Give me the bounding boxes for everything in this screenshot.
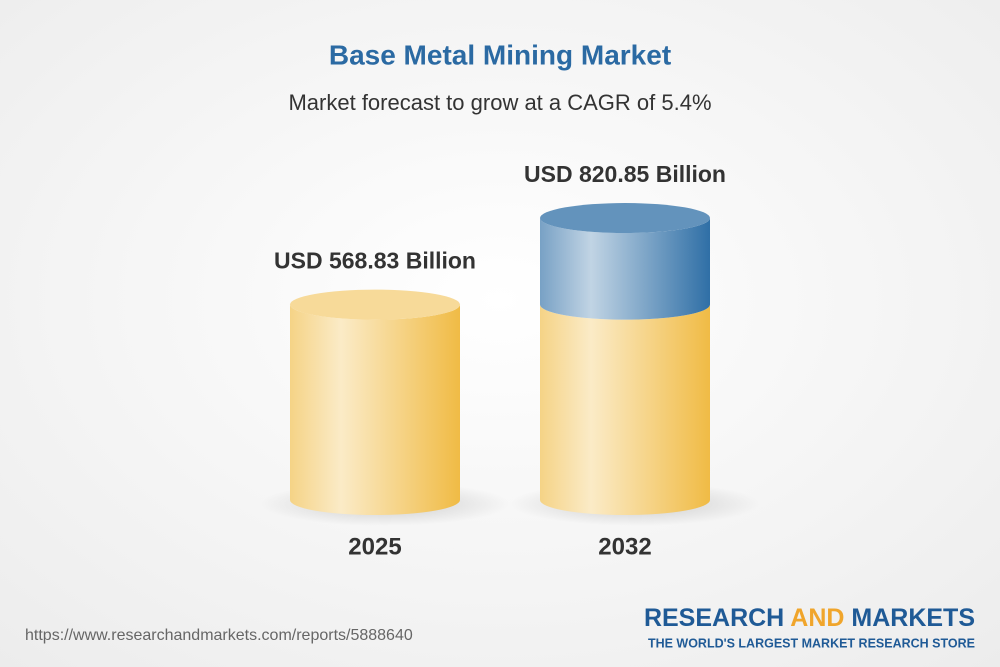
chart-title: Base Metal Mining Market [329,39,671,70]
brand-word: AND [790,604,844,632]
cylinder-top [290,289,460,320]
cylinder-body [290,304,460,515]
cylinder [290,289,460,515]
brand-word: RESEARCH [644,604,784,632]
category-label: 2032 [598,533,651,560]
cylinder-growth-part [540,218,710,320]
brand-word: MARKETS [851,604,975,632]
chart-subtitle: Market forecast to grow at a CAGR of 5.4… [288,90,711,115]
cylinder [540,203,710,515]
brand-tagline: THE WORLD'S LARGEST MARKET RESEARCH STOR… [648,636,975,650]
value-label: USD 820.85 Billion [524,161,726,187]
brand: RESEARCH AND MARKETS [644,604,975,632]
category-label: 2025 [348,533,401,560]
cylinder-top [540,203,710,234]
cylinder-base-part [540,304,710,515]
value-label: USD 568.83 Billion [274,248,476,274]
source-url: https://www.researchandmarkets.com/repor… [25,627,413,644]
